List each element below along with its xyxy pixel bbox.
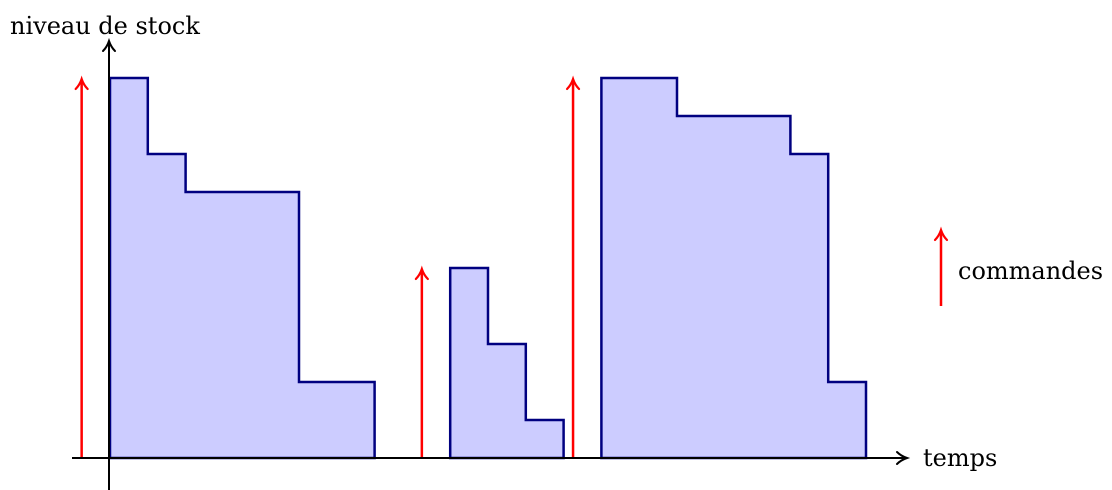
order-arrows [74, 75, 581, 458]
y-axis [102, 37, 116, 490]
order-arrow-1 [74, 75, 89, 458]
stock-area-cycle-3 [600, 76, 868, 460]
y-axis-arrowhead [102, 37, 116, 52]
x-axis-arrowhead [896, 451, 911, 465]
stock-areas [108, 76, 868, 460]
legend-arrowhead-icon [933, 226, 949, 242]
stock-area-cycle-1 [108, 76, 376, 460]
order-arrowhead [565, 75, 581, 91]
x-axis-label: temps [923, 444, 997, 472]
stock-area-cycle-2 [448, 266, 565, 460]
order-arrow-2 [414, 265, 429, 458]
order-arrowhead [414, 265, 429, 281]
legend-label: commandes [958, 257, 1103, 285]
y-axis-label: niveau de stock [10, 12, 200, 40]
order-arrow-3 [565, 75, 581, 458]
x-axis [72, 451, 911, 465]
legend: commandes [933, 226, 1103, 306]
order-arrowhead [74, 75, 89, 91]
